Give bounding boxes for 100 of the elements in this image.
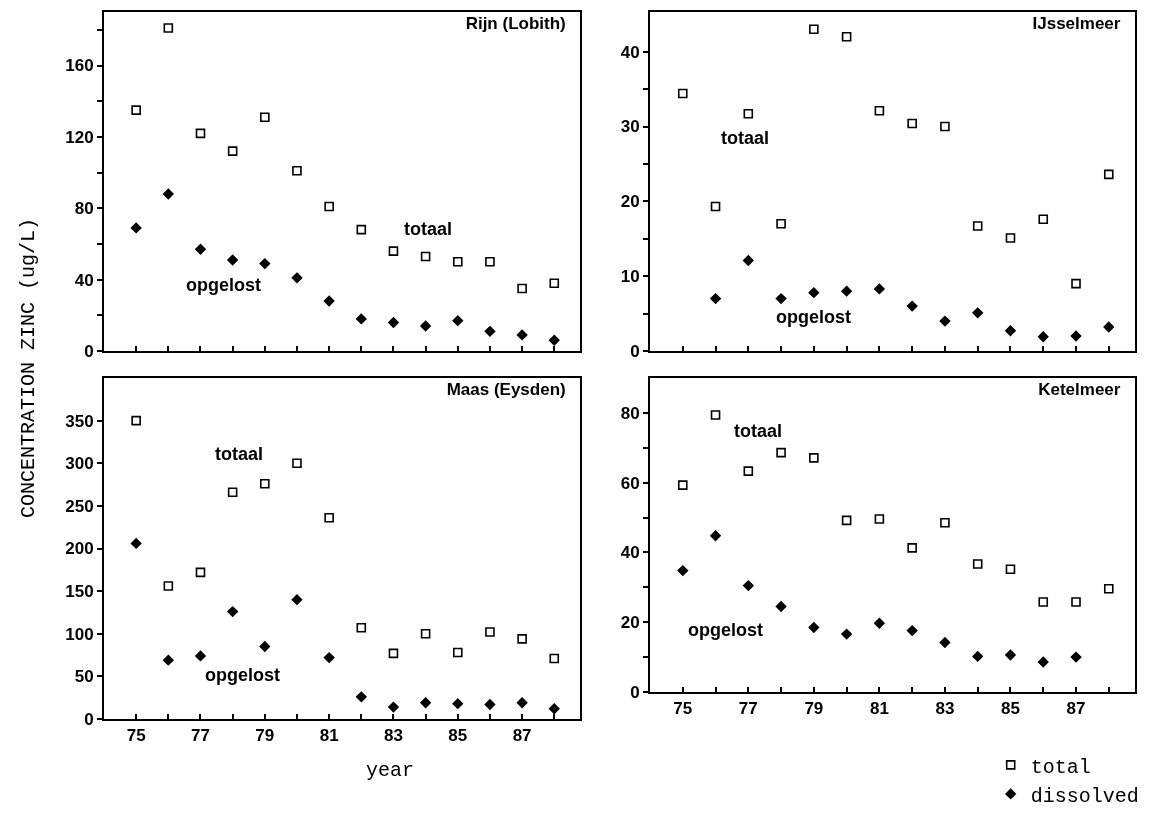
- annotation: totaal: [734, 421, 783, 441]
- point: [972, 559, 983, 569]
- point: [1070, 330, 1082, 342]
- point: [1103, 321, 1115, 333]
- point: [939, 637, 951, 648]
- point: [195, 650, 206, 662]
- y-tick-label: 30: [620, 117, 640, 137]
- point: [710, 530, 721, 542]
- point: [1005, 649, 1016, 661]
- y-tick-label: 300: [65, 454, 94, 474]
- point: [710, 201, 721, 212]
- point: [1037, 656, 1049, 668]
- y-tick-label: 350: [65, 411, 94, 431]
- x-tick-label: 77: [191, 726, 210, 746]
- point: [388, 648, 399, 659]
- point: [1103, 583, 1114, 594]
- point: [743, 466, 754, 476]
- point: [677, 88, 688, 99]
- point: [162, 188, 174, 200]
- annotation: opgelost: [205, 665, 280, 685]
- point: [260, 112, 270, 123]
- y-tick-label: 250: [65, 496, 94, 516]
- point: [1071, 278, 1081, 289]
- x-tick-label: 75: [673, 699, 693, 719]
- y-tick-label: 160: [65, 56, 94, 76]
- point: [809, 453, 819, 463]
- point: [1103, 169, 1114, 180]
- point: [356, 622, 367, 633]
- y-tick-label: 120: [65, 127, 94, 147]
- annotation: totaal: [215, 444, 264, 464]
- y-tick-label: 50: [74, 667, 94, 687]
- point: [388, 701, 399, 713]
- point: [162, 654, 174, 666]
- chart-title: IJsselmeer: [1032, 13, 1121, 33]
- y-tick-label: 100: [65, 624, 94, 644]
- x-tick-label: 83: [384, 726, 403, 746]
- point: [260, 478, 270, 489]
- point: [677, 565, 689, 576]
- point: [452, 315, 464, 327]
- point: [291, 272, 303, 284]
- point: [323, 652, 335, 663]
- point: [742, 580, 754, 591]
- y-tick-label: 40: [620, 42, 640, 62]
- point: [742, 255, 754, 266]
- point: [485, 627, 495, 637]
- legend-label: dissolved: [1030, 784, 1139, 808]
- point: [972, 307, 984, 319]
- x-tick-label: 87: [512, 726, 532, 746]
- y-tick-label: 20: [620, 613, 640, 633]
- point: [355, 691, 367, 703]
- annotation: opgelost: [186, 275, 261, 295]
- point: [292, 165, 302, 176]
- point: [227, 146, 238, 156]
- point: [1037, 331, 1049, 343]
- point: [227, 254, 238, 266]
- chart-title: Maas (Eysden): [446, 380, 566, 400]
- chart-title: Rijn (Lobith): [465, 13, 566, 33]
- point: [841, 515, 852, 526]
- point: [131, 105, 141, 115]
- point: [517, 283, 527, 294]
- point: [841, 31, 852, 42]
- point: [1038, 214, 1049, 225]
- x-tick-label: 75: [126, 726, 146, 746]
- point: [907, 118, 917, 129]
- point: [874, 105, 885, 116]
- point: [420, 251, 431, 262]
- point: [907, 543, 917, 553]
- legend-label: total: [1030, 755, 1091, 779]
- point: [356, 224, 367, 235]
- point: [776, 447, 786, 458]
- point: [1005, 233, 1016, 243]
- x-axis-title: year: [365, 758, 415, 782]
- point: [131, 415, 141, 426]
- y-tick-label: 10: [620, 267, 640, 287]
- y-tick-label: 150: [65, 582, 94, 602]
- x-tick-label: 87: [1066, 699, 1086, 719]
- point: [972, 651, 984, 662]
- y-tick-label: 60: [620, 473, 640, 493]
- point: [710, 293, 721, 304]
- y-tick-label: 0: [630, 682, 640, 702]
- point: [259, 641, 271, 652]
- point: [195, 128, 206, 139]
- point: [775, 293, 787, 304]
- x-tick-label: 81: [869, 699, 889, 719]
- point: [323, 295, 335, 307]
- point: [292, 458, 302, 469]
- point: [1070, 651, 1082, 663]
- point: [420, 697, 431, 709]
- y-tick-label: 0: [630, 341, 640, 361]
- point: [388, 246, 399, 256]
- point: [548, 703, 560, 715]
- point: [1038, 597, 1049, 607]
- point: [940, 517, 950, 528]
- point: [808, 287, 820, 298]
- point: [808, 622, 820, 633]
- point: [227, 487, 238, 498]
- point: [163, 23, 174, 33]
- point: [130, 538, 142, 549]
- point: [452, 647, 463, 658]
- y-tick-label: 0: [84, 341, 94, 361]
